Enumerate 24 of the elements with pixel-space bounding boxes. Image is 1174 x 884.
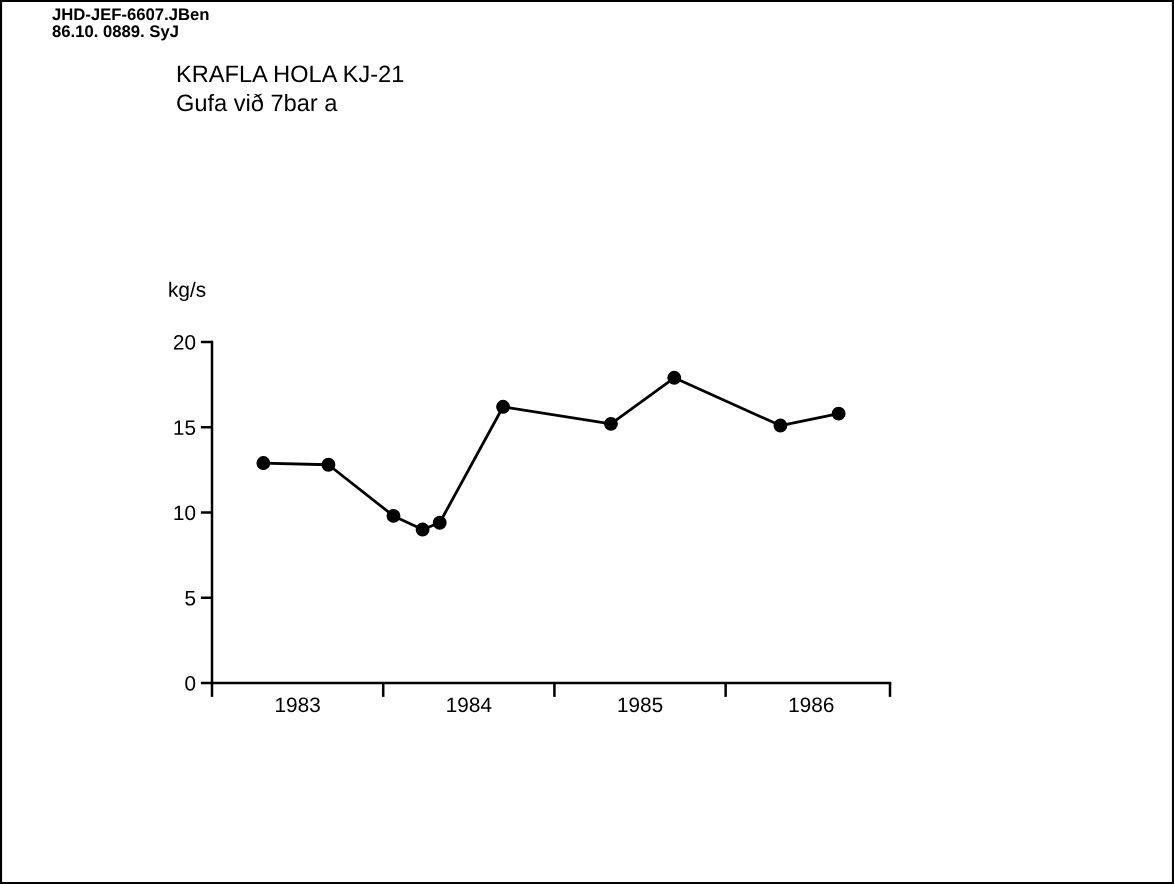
point: [773, 418, 788, 433]
point: [667, 370, 682, 385]
chart-title: KRAFLA HOLA KJ-21: [177, 65, 404, 83]
x-tick-label: 1984: [447, 697, 492, 713]
point: [386, 508, 401, 523]
point: [321, 457, 336, 472]
y-tick-label: 15: [174, 420, 196, 435]
y-tick-label: 20: [173, 335, 196, 350]
point: [603, 416, 618, 431]
y-axis-title: kg/s: [169, 281, 206, 302]
point: [415, 522, 430, 537]
text: 86.10. 0889. SyJ: [52, 25, 178, 41]
x-tick-label: 1986: [789, 697, 834, 713]
x-tick-label: 1985: [618, 697, 663, 713]
point: [256, 456, 271, 471]
point: [831, 406, 846, 421]
y-tick-label: 10: [174, 505, 196, 521]
point: [432, 515, 447, 530]
y-tick-label: 5: [185, 590, 196, 606]
y-tick-label: 0: [185, 676, 196, 691]
point: [496, 399, 511, 414]
text: JHD-JEF-6607.JBen: [52, 8, 209, 21]
chart-subtitle: Gufa við 7bar a: [177, 93, 338, 112]
x-tick-label: 1983: [276, 697, 320, 713]
